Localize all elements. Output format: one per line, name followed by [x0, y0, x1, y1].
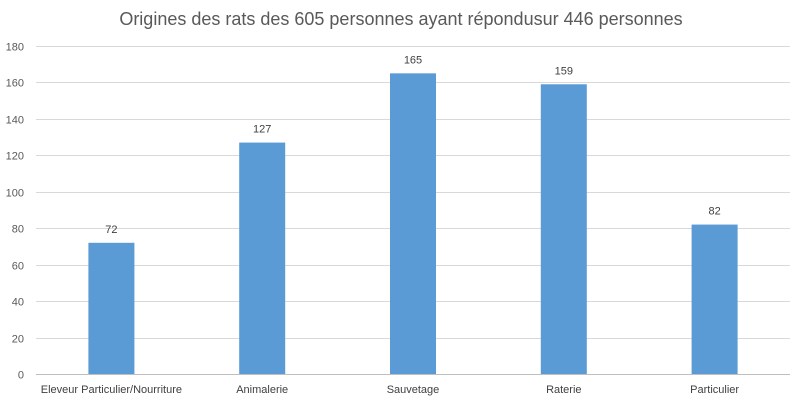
- y-tick-label: 160: [6, 78, 24, 90]
- y-tick-label: 20: [12, 334, 24, 346]
- bar: [390, 73, 436, 374]
- bar: [691, 224, 738, 374]
- y-tick-label: 100: [6, 188, 24, 200]
- x-tick-label: Raterie: [546, 384, 581, 396]
- y-tick-label: 60: [12, 261, 24, 273]
- data-label: 159: [555, 65, 573, 77]
- x-tick-label: Particulier: [690, 384, 739, 396]
- data-label: 165: [404, 54, 422, 66]
- x-tick-label: Animalerie: [236, 384, 288, 396]
- bar: [540, 84, 587, 375]
- bar: [239, 142, 286, 374]
- y-axis: 0 20 40 60 80 100 120 140 160 180: [6, 42, 24, 382]
- bars: 72 127 165 159 82: [88, 54, 738, 375]
- y-tick-label: 140: [6, 115, 24, 127]
- y-tick-label: 180: [6, 42, 24, 54]
- bar: [88, 242, 135, 374]
- data-label: 82: [708, 206, 720, 218]
- y-tick-label: 120: [6, 151, 24, 163]
- x-axis: Eleveur Particulier/Nourriture Animalerie…: [41, 384, 740, 396]
- y-tick-label: 40: [12, 297, 24, 309]
- data-label: 72: [105, 224, 117, 236]
- y-tick-label: 80: [12, 224, 24, 236]
- y-tick-label: 0: [18, 370, 24, 382]
- data-label: 127: [253, 124, 271, 136]
- chart-title: Origines des rats des 605 personnes ayan…: [119, 9, 682, 29]
- x-tick-label: Eleveur Particulier/Nourriture: [41, 384, 182, 396]
- x-tick-label: Sauvetage: [387, 384, 440, 396]
